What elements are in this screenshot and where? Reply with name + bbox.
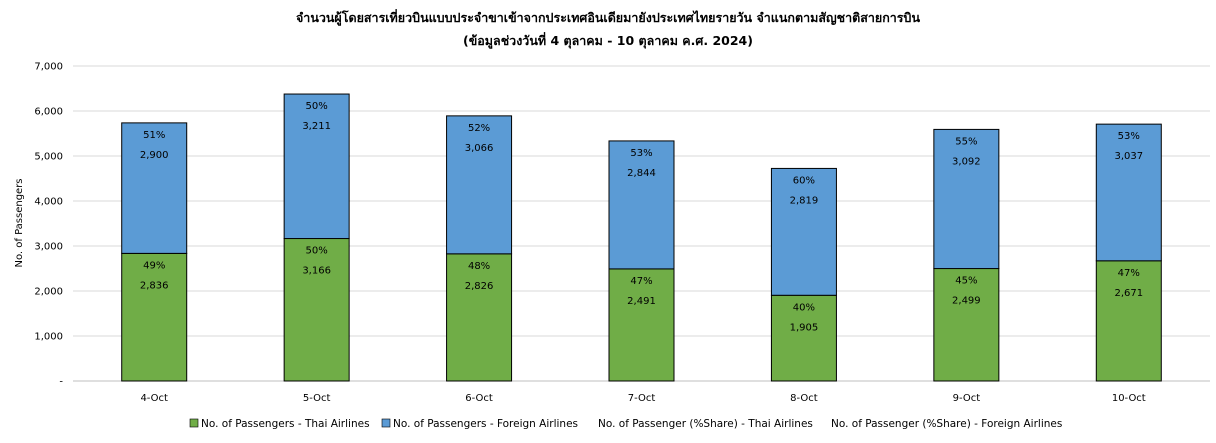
value-label: 2,826	[465, 281, 494, 292]
value-label: 3,211	[302, 121, 331, 132]
legend: No. of Passengers - Thai Airlines No. of …	[189, 418, 1062, 430]
y-tick-label: 3,000	[34, 242, 63, 253]
y-tick-label: 1,000	[34, 332, 63, 343]
share-label: 47%	[1118, 268, 1140, 279]
bar-thai-airlines	[121, 252, 188, 382]
chart-subtitle: (ข้อมูลช่วงวันที่ 4 ตุลาคม - 10 ตุลาคม ค…	[463, 32, 753, 49]
x-tick-label: 10-Oct	[1112, 393, 1146, 404]
value-label: 2,819	[790, 195, 819, 206]
legend-label: No. of Passenger (%Share) - Thai Airline…	[598, 418, 813, 430]
value-label: 2,844	[627, 168, 656, 179]
bar-foreign-airlines	[283, 93, 350, 240]
bar-foreign-airlines	[121, 122, 188, 254]
bars	[121, 93, 1162, 382]
legend-swatch	[189, 418, 199, 428]
y-tick-label: -	[59, 377, 63, 388]
share-label: 50%	[306, 246, 328, 257]
share-label: 45%	[955, 276, 977, 287]
x-tick-label: 7-Oct	[628, 393, 656, 404]
y-axis-label: No. of Passengers	[14, 178, 25, 267]
bar-foreign-airlines	[1095, 123, 1162, 262]
x-tick-label: 8-Oct	[790, 393, 818, 404]
value-label: 1,905	[790, 322, 819, 333]
value-label: 2,836	[140, 280, 169, 291]
legend-label: No. of Passenger (%Share) - Foreign Airl…	[831, 418, 1062, 430]
bar-foreign-airlines	[770, 167, 837, 296]
legend-label: No. of Passengers - Foreign Airlines	[393, 418, 578, 430]
share-label: 50%	[306, 101, 328, 112]
share-label: 51%	[143, 130, 165, 141]
share-label: 60%	[793, 175, 815, 186]
chart-title: จำนวนผู้โดยสารเที่ยวบินแบบประจำขาเข้าจาก…	[296, 9, 920, 26]
x-tick-label: 9-Oct	[953, 393, 981, 404]
share-label: 55%	[955, 136, 977, 147]
value-label: 3,037	[1114, 151, 1143, 162]
share-label: 48%	[468, 261, 490, 272]
value-label: 2,671	[1114, 288, 1143, 299]
y-tick-label: 4,000	[34, 197, 63, 208]
bar-thai-airlines	[446, 253, 513, 382]
value-label: 3,092	[952, 156, 981, 167]
share-label: 52%	[468, 123, 490, 134]
bar-foreign-airlines	[933, 128, 1000, 270]
x-tick-label: 4-Oct	[140, 393, 168, 404]
y-tick-label: 6,000	[34, 107, 63, 118]
value-label: 3,166	[302, 266, 331, 277]
bar-thai-airlines	[283, 238, 350, 382]
value-label: 2,499	[952, 296, 981, 307]
share-label: 47%	[630, 276, 652, 287]
share-label: 53%	[630, 148, 652, 159]
share-label: 49%	[143, 260, 165, 271]
bar-thai-airlines	[1095, 260, 1162, 382]
x-tick-label: 6-Oct	[465, 393, 493, 404]
value-label: 3,066	[465, 143, 494, 154]
share-label: 40%	[793, 302, 815, 313]
bar-thai-airlines	[608, 268, 675, 382]
y-tick-label: 2,000	[34, 287, 63, 298]
bar-foreign-airlines	[608, 140, 675, 270]
value-label: 2,491	[627, 296, 656, 307]
legend-swatch	[381, 418, 391, 428]
y-tick-label: 5,000	[34, 152, 63, 163]
share-label: 53%	[1118, 131, 1140, 142]
legend-label: No. of Passengers - Thai Airlines	[201, 418, 370, 430]
value-label: 2,900	[140, 150, 169, 161]
bar-thai-airlines	[770, 294, 837, 382]
bar-thai-airlines	[933, 268, 1000, 382]
bar-foreign-airlines	[446, 115, 513, 255]
data-labels: 49% 2,836 51% 2,900 4-Oct 50% 3,166 50% 3,211 5-O…	[140, 101, 1146, 404]
x-tick-label: 5-Oct	[303, 393, 331, 404]
y-tick-label: 7,000	[34, 62, 63, 73]
